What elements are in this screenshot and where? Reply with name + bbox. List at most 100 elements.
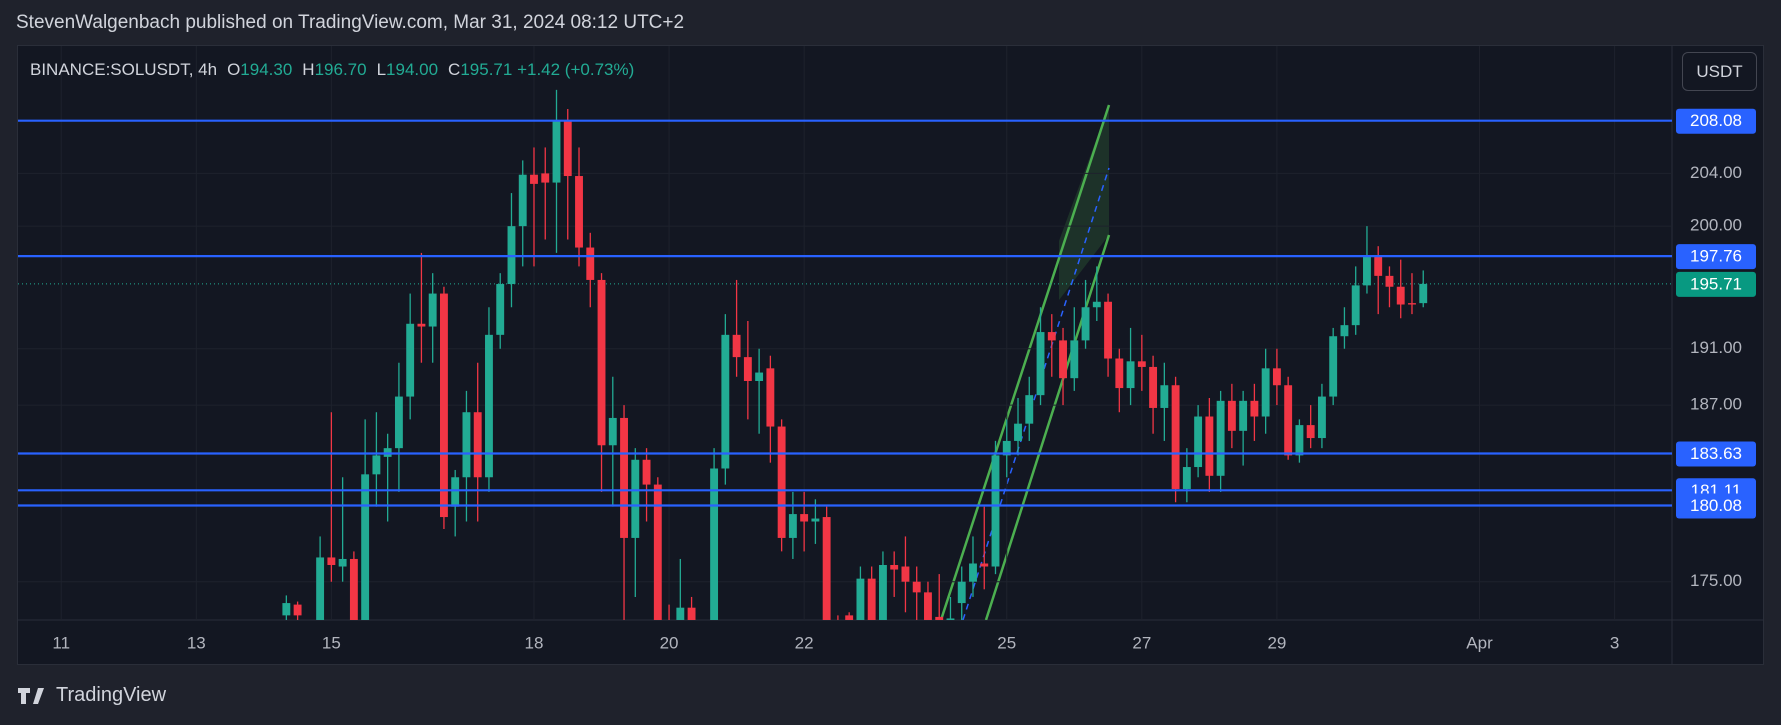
ohlc-value: 195.71 — [460, 60, 513, 79]
candle-body — [1216, 400, 1225, 476]
candle-body — [1295, 425, 1304, 456]
candle-body — [1137, 361, 1146, 367]
x-tick-label: 13 — [187, 633, 206, 652]
candle-body — [1239, 400, 1248, 431]
candle-body — [1205, 416, 1214, 476]
x-tick-label: 29 — [1267, 633, 1286, 652]
brand: TradingView — [56, 684, 167, 706]
candle-body — [1385, 275, 1394, 287]
candle-body — [305, 628, 313, 636]
candle-body — [631, 459, 640, 538]
candle-body — [1284, 385, 1293, 456]
candle-body — [788, 514, 797, 538]
x-tick-label: 25 — [997, 633, 1016, 652]
candle-body — [699, 628, 707, 636]
candle-body — [496, 284, 505, 335]
candle-body — [372, 455, 381, 475]
level-label-box — [1676, 441, 1756, 467]
candle-body — [1081, 307, 1090, 341]
candle-body — [665, 628, 673, 631]
candle-body — [1340, 325, 1349, 337]
y-tick-label: 191.00 — [1690, 338, 1742, 357]
candle-body — [924, 592, 932, 620]
level-label: 208.08 — [1690, 111, 1742, 130]
candle-body — [293, 604, 302, 616]
candle-body — [732, 334, 741, 358]
candle-body — [1329, 336, 1338, 397]
candle-body — [394, 396, 403, 449]
currency-button[interactable]: USDT — [1682, 52, 1757, 91]
candle-body — [777, 426, 786, 538]
candle-body — [867, 578, 876, 620]
level-label-box — [1676, 493, 1756, 519]
level-label: 180.08 — [1690, 496, 1742, 515]
y-tick-label: 204.00 — [1690, 163, 1742, 182]
candle-body — [1272, 368, 1281, 386]
candle-body — [338, 558, 347, 567]
ohlc: O194.30 H196.70 L194.00 C195.71 — [217, 60, 512, 79]
candle-body — [462, 412, 471, 478]
candle-body — [676, 607, 685, 620]
candle-body — [890, 565, 899, 570]
candle-body — [1025, 395, 1034, 424]
candle-body — [1408, 303, 1416, 305]
candle-body — [856, 578, 865, 620]
level-label-box — [1676, 108, 1756, 134]
candle-body — [766, 368, 775, 427]
candle-body — [687, 607, 696, 620]
candle-body — [1317, 396, 1326, 439]
candle-body — [811, 518, 820, 522]
candle-body — [1059, 340, 1067, 379]
candle-body — [428, 293, 437, 327]
candle-body — [417, 323, 426, 327]
candle-body — [845, 615, 854, 620]
x-tick-label: 20 — [660, 633, 679, 652]
candle-body — [1419, 283, 1428, 304]
candle-body — [991, 455, 1000, 567]
plot — [18, 46, 1672, 636]
candle-body — [1374, 256, 1383, 276]
candle-body — [1115, 358, 1124, 389]
candle-body — [451, 477, 460, 507]
x-tick-label: 11 — [52, 633, 70, 652]
candle-body — [935, 616, 944, 620]
y-tick-label: 200.00 — [1690, 216, 1742, 235]
candle-body — [721, 334, 730, 469]
candle-body — [822, 517, 831, 620]
x-tick-label: Apr — [1466, 633, 1493, 652]
candle-body — [1171, 385, 1180, 489]
chart-frame — [17, 45, 1764, 665]
candle-body — [1306, 425, 1315, 439]
candle-body — [1250, 400, 1259, 417]
candle-body — [957, 581, 966, 604]
y-tick-label: 175.00 — [1690, 571, 1742, 590]
change: +1.42 (+0.73%) — [517, 60, 635, 79]
x-tick-label: 18 — [525, 633, 544, 652]
candle-body — [1047, 332, 1056, 341]
candle-body — [653, 484, 662, 620]
candle-body — [1126, 361, 1135, 389]
publisher: StevenWalgenbach published on TradingVie… — [16, 12, 685, 33]
candle-body — [1261, 368, 1270, 417]
x-tick-label: 15 — [322, 633, 341, 652]
candle-body — [327, 557, 336, 566]
candle-body — [541, 173, 550, 183]
last-price-label: 195.71 — [1690, 274, 1742, 293]
candle-body — [1092, 301, 1101, 308]
candle-body — [743, 357, 752, 382]
candle-body — [1194, 416, 1203, 468]
symbol: BINANCE:SOLUSDT, 4h — [30, 60, 218, 79]
candle-body — [361, 474, 370, 620]
candle-body — [912, 581, 921, 593]
candle-body — [406, 323, 415, 397]
candle-body — [800, 514, 809, 522]
level-label: 183.63 — [1690, 444, 1742, 463]
candle-body — [1070, 340, 1079, 379]
candle-body — [834, 623, 842, 626]
candle-body — [1149, 366, 1158, 408]
candle-body — [946, 618, 955, 620]
candle-body — [1363, 256, 1371, 286]
candle-body — [608, 417, 617, 446]
x-tick-label: 22 — [795, 633, 814, 652]
